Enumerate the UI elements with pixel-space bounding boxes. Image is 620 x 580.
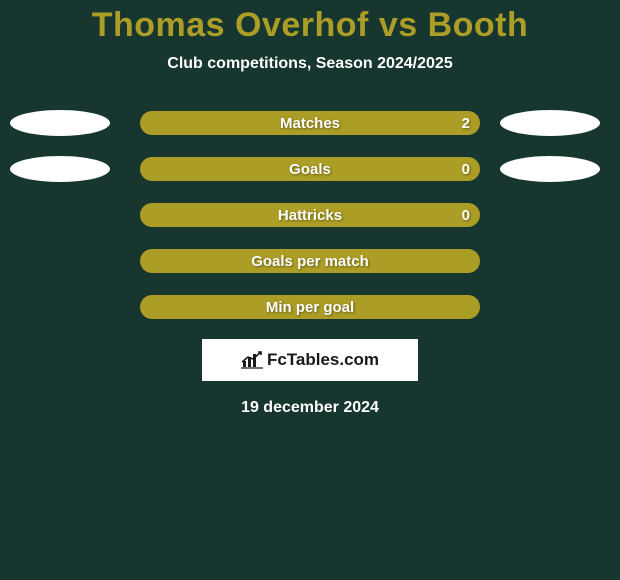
stat-value: 0 xyxy=(462,207,470,224)
stat-row: Goals per match xyxy=(0,249,620,273)
page-title: Thomas Overhof vs Booth xyxy=(92,6,529,45)
stat-bar: Goals per match xyxy=(140,249,480,273)
left-ellipse xyxy=(10,110,110,136)
date-text: 19 december 2024 xyxy=(241,399,379,417)
stat-label: Matches xyxy=(280,115,340,132)
stat-bar: Goals 0 xyxy=(140,157,480,181)
stat-label: Goals xyxy=(289,161,331,178)
stat-value: 2 xyxy=(462,115,470,132)
stat-row: Hattricks 0 xyxy=(0,203,620,227)
stat-bar: Hattricks 0 xyxy=(140,203,480,227)
right-ellipse xyxy=(500,156,600,182)
stat-row: Min per goal xyxy=(0,295,620,319)
stat-bar: Min per goal xyxy=(140,295,480,319)
subtitle: Club competitions, Season 2024/2025 xyxy=(167,55,452,73)
stat-value: 0 xyxy=(462,161,470,178)
stat-rows: Matches 2 Goals 0 Hattricks 0 Goals per match M… xyxy=(0,111,620,319)
stats-infographic: Thomas Overhof vs Booth Club competition… xyxy=(0,0,620,580)
left-ellipse xyxy=(10,156,110,182)
stat-row: Matches 2 xyxy=(0,111,620,135)
brand-box: FcTables.com xyxy=(202,339,418,381)
chart-icon xyxy=(241,351,263,369)
stat-bar: Matches 2 xyxy=(140,111,480,135)
stat-label: Hattricks xyxy=(278,207,342,224)
stat-row: Goals 0 xyxy=(0,157,620,181)
brand-text: FcTables.com xyxy=(267,350,379,370)
right-ellipse xyxy=(500,110,600,136)
stat-label: Goals per match xyxy=(251,253,369,270)
stat-label: Min per goal xyxy=(266,299,354,316)
